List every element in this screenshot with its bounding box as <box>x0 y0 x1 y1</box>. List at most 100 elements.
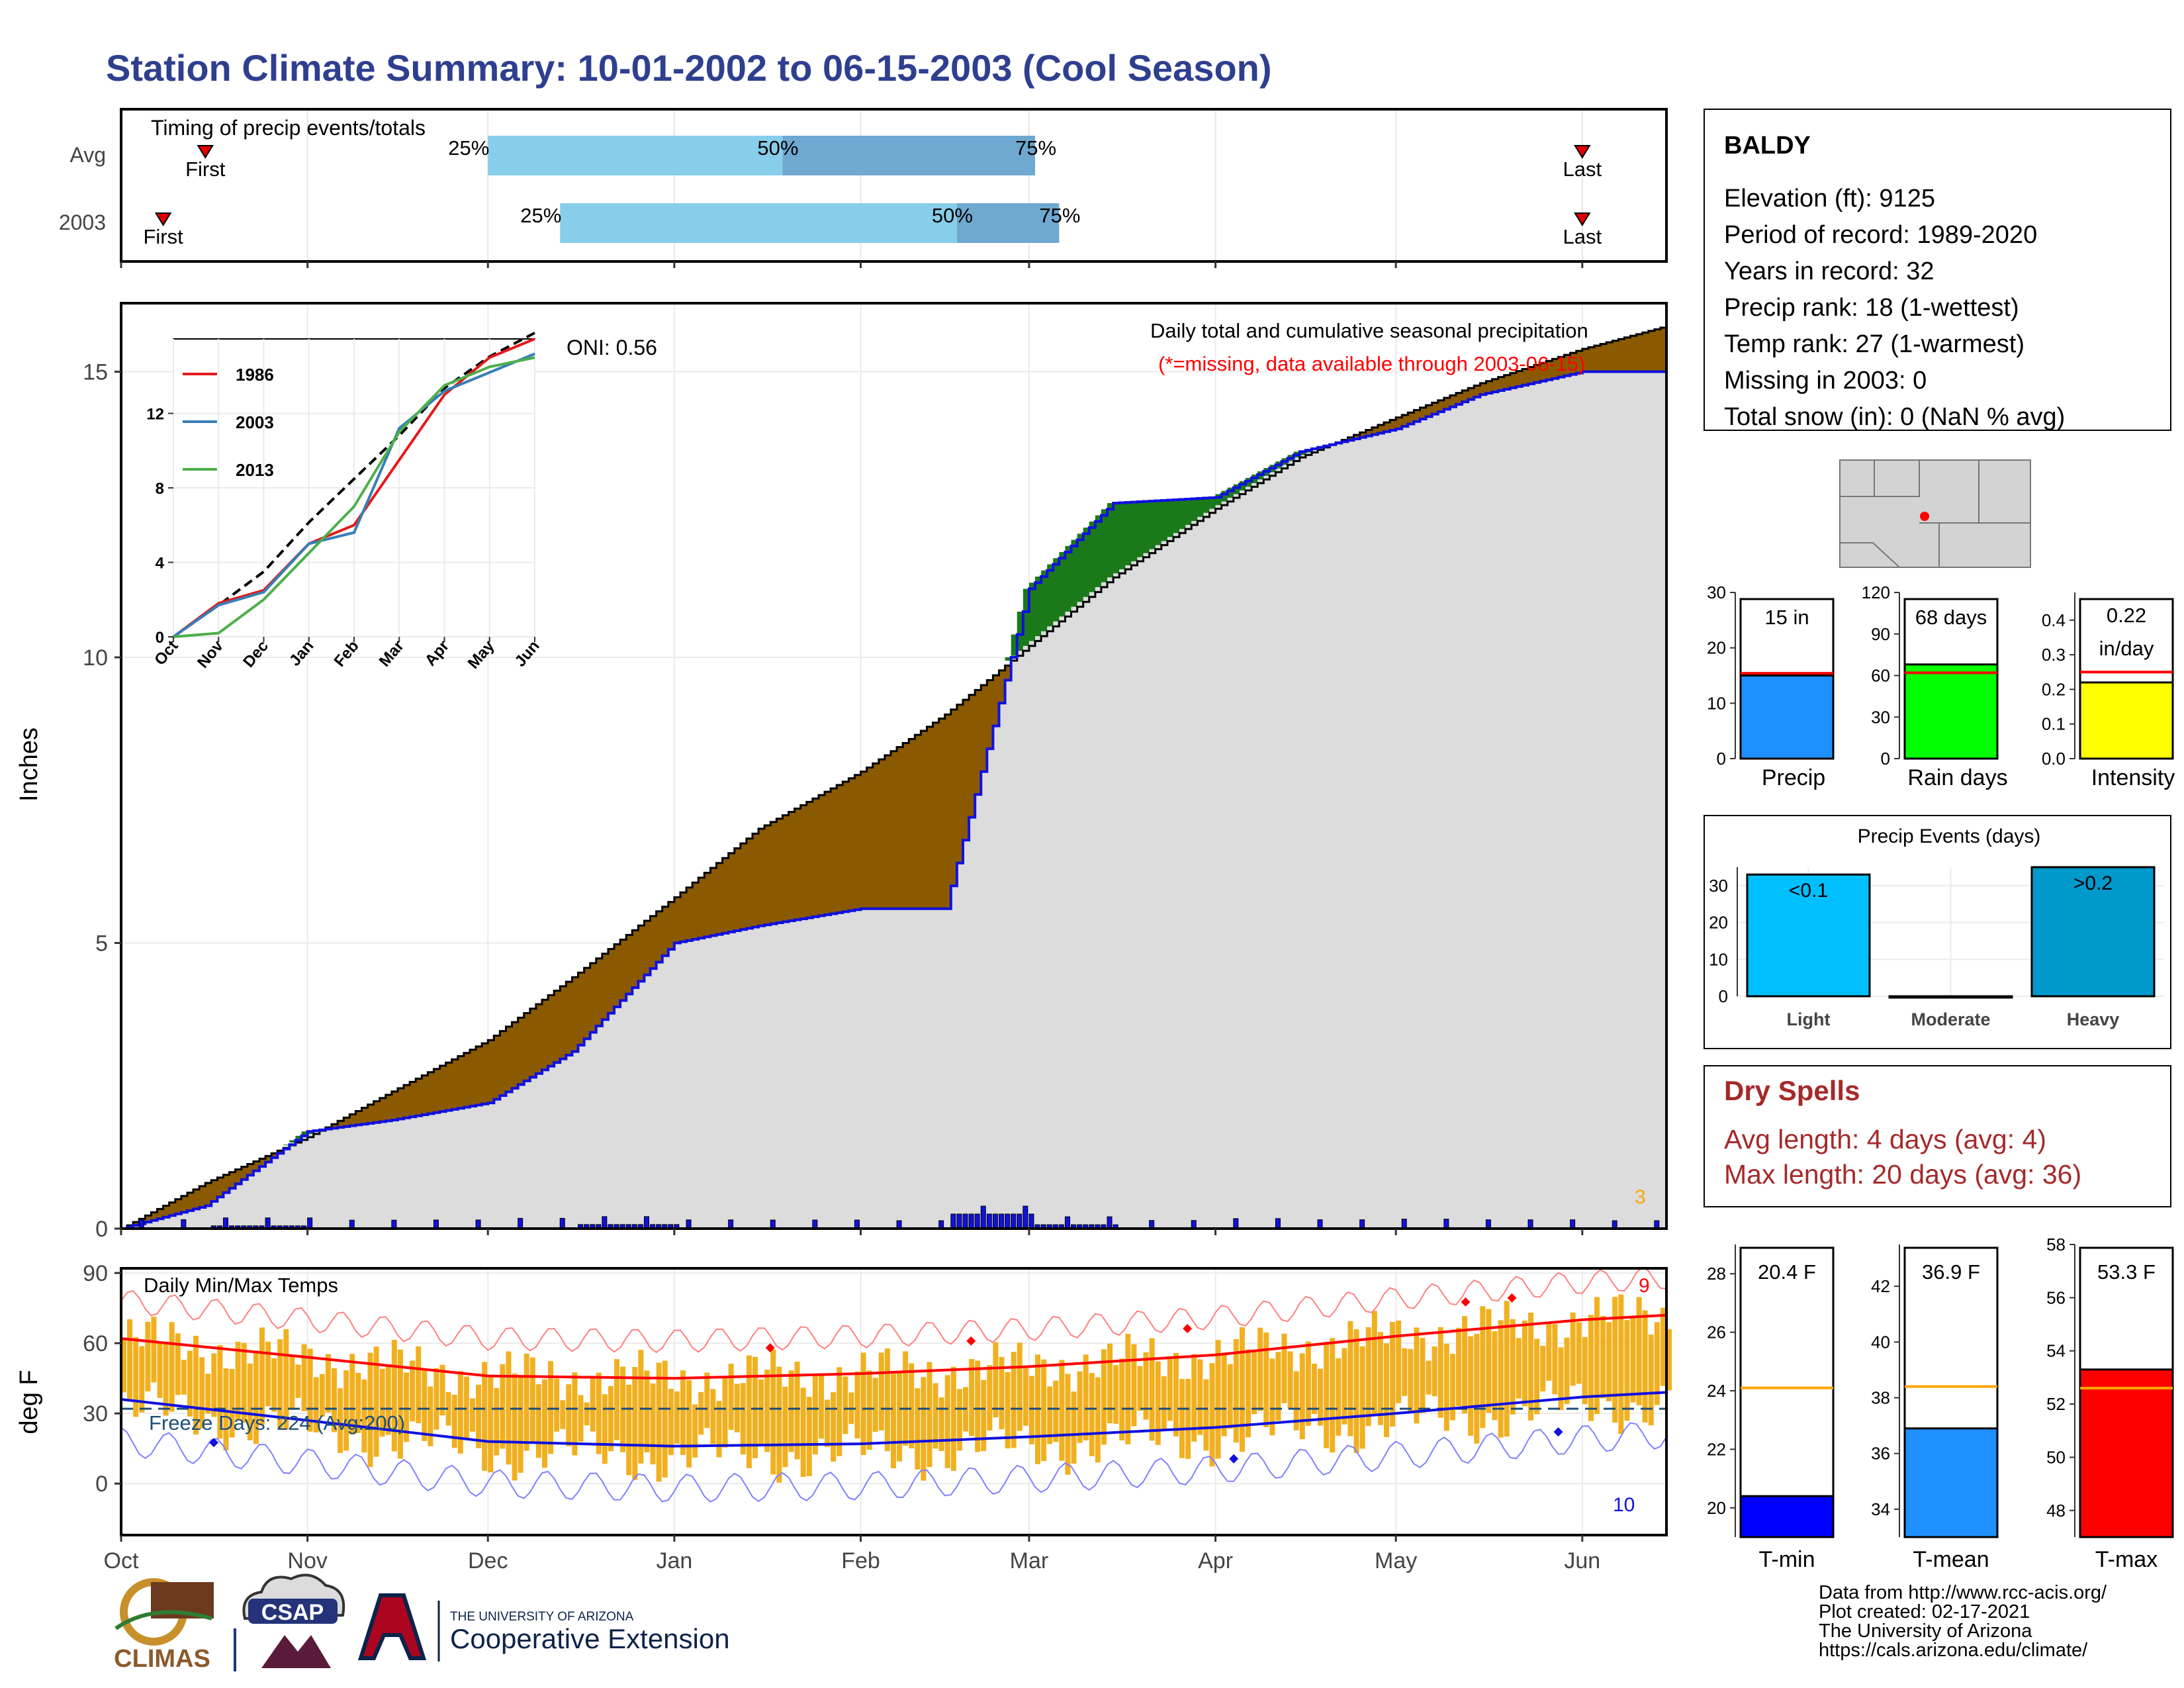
daily-temp-bar <box>1462 1316 1468 1414</box>
dry-spells-title: Dry Spells <box>1724 1075 1860 1106</box>
daily-temp-bar <box>1017 1342 1023 1431</box>
daily-temp-bar <box>1281 1333 1287 1403</box>
daily-temp-bar <box>355 1372 361 1433</box>
daily-temp-bar <box>151 1317 157 1383</box>
inset-ytick-1: 4 <box>156 555 165 573</box>
precip-ytick-3: 30 <box>1707 583 1726 602</box>
daily-temp-bar <box>1342 1348 1347 1425</box>
daily-temp-bar <box>1251 1352 1257 1415</box>
footer-credits: Data from http://www.rcc-acis.org/ Plot … <box>1819 1582 2107 1661</box>
daily-temp-bar <box>554 1378 560 1432</box>
daily-temp-bar <box>1540 1345 1546 1391</box>
temp-ytick-0: 0 <box>95 1472 108 1497</box>
daily-temp-bar <box>638 1350 644 1464</box>
daily-temp-bar <box>1624 1320 1630 1421</box>
intensity-bar <box>2079 681 2174 760</box>
daily-precip-bar <box>1401 1219 1407 1229</box>
daily-temp-bar <box>548 1361 554 1454</box>
daily-temp-bar <box>457 1371 463 1454</box>
xtick-1: Nov <box>287 1548 327 1573</box>
daily-temp-bar <box>241 1342 247 1423</box>
daily-temp-bar <box>1654 1322 1660 1405</box>
daily-temp-bar <box>770 1349 776 1475</box>
daily-temp-bar <box>1011 1352 1017 1448</box>
daily-temp-bar <box>469 1398 475 1432</box>
precip-ytick-3: 15 <box>83 360 108 385</box>
daily-temp-bar <box>1269 1358 1275 1436</box>
daily-temp-bar <box>1558 1347 1564 1411</box>
daily-precip-bar <box>1023 1205 1028 1229</box>
daily-temp-bar <box>831 1392 837 1462</box>
daily-temp-bar <box>451 1395 457 1448</box>
daily-temp-bar <box>704 1372 710 1429</box>
daily-temp-bar <box>1408 1348 1414 1411</box>
xtick-4: Feb <box>841 1548 880 1573</box>
daily-temp-bar <box>837 1367 842 1456</box>
precip-count: 3 <box>1635 1186 1646 1208</box>
temp-ytick-1: 30 <box>83 1401 108 1427</box>
daily-precip-bar <box>980 1205 986 1229</box>
daily-temp-bar <box>1648 1335 1654 1426</box>
intensity-ytick-0: 0.0 <box>2042 749 2066 769</box>
ua-logo: THE UNIVERSITY OF ARIZONA Cooperative Ex… <box>357 1593 730 1662</box>
daily-temp-bar <box>758 1379 764 1444</box>
daily-precip-bar <box>956 1213 962 1229</box>
daily-precip-bar <box>265 1217 271 1229</box>
precip-ytick-2: 10 <box>83 645 108 671</box>
inset-legend-2013: 2013 <box>236 460 274 480</box>
daily-temp-bar <box>385 1364 391 1435</box>
daily-temp-bar <box>1437 1327 1443 1418</box>
daily-temp-bar <box>1353 1329 1359 1454</box>
daily-temp-bar <box>1299 1353 1305 1440</box>
daily-temp-bar <box>818 1375 824 1439</box>
daily-temp-bar <box>1107 1343 1113 1424</box>
daily-temp-bar <box>1089 1373 1095 1456</box>
daily-temp-bar <box>938 1397 944 1452</box>
daily-temp-bar <box>650 1383 656 1465</box>
daily-temp-bar <box>1660 1307 1666 1386</box>
daily-temp-bar <box>866 1370 872 1450</box>
daily-temp-bar <box>806 1397 812 1477</box>
daily-temp-bar <box>1028 1376 1034 1444</box>
daily-temp-bar <box>1113 1365 1119 1424</box>
tmean-ytick-4: 42 <box>1871 1276 1890 1296</box>
daily-temp-bar <box>1443 1343 1449 1431</box>
daily-temp-bar <box>572 1372 578 1456</box>
daily-temp-bar <box>794 1362 800 1460</box>
cumulative-2003-line <box>121 370 1666 1230</box>
record-marker-hi <box>765 1343 775 1353</box>
daily-temp-bar <box>1179 1379 1185 1458</box>
daily-temp-bar <box>265 1341 271 1407</box>
record-min-envelope <box>120 1422 1667 1503</box>
daily-temp-bar <box>1666 1329 1672 1391</box>
tmax-bar <box>2079 1368 2174 1538</box>
raindays-bar <box>1903 663 1999 760</box>
temp-ytick-3: 90 <box>83 1261 108 1286</box>
mini-summary-charts: 0 10 20 30 Precip 15 in 0 30 60 90 120 Rain days 68 … <box>1707 583 2175 790</box>
daily-temp-bar <box>782 1386 788 1468</box>
daily-precip-bar <box>1028 1213 1034 1229</box>
daily-temp-bar <box>1414 1327 1420 1424</box>
daily-temp-bar <box>1173 1352 1179 1436</box>
daily-temp-bar <box>253 1350 259 1444</box>
daily-temp-bar <box>584 1402 590 1426</box>
tmean-value: 36.9 F <box>1922 1260 1980 1284</box>
daily-temp-bar <box>933 1383 938 1449</box>
daily-temp-bar <box>1390 1321 1396 1427</box>
events-bar-label-0: <0.1 <box>1789 880 1828 902</box>
daily-temp-bar <box>1324 1341 1330 1448</box>
daily-temp-bar <box>872 1378 878 1432</box>
daily-temp-bar <box>1125 1334 1131 1444</box>
station-location-marker <box>1920 512 1929 521</box>
daily-temp-bar <box>903 1351 909 1446</box>
daily-temp-bar <box>439 1364 445 1416</box>
daily-precip-bar <box>307 1217 313 1229</box>
daily-temp-bar <box>842 1376 848 1434</box>
events-bar-0 <box>1746 873 1871 998</box>
daily-temp-bar <box>488 1376 494 1473</box>
daily-temp-bar <box>752 1356 758 1458</box>
intensity-ytick-2: 0.2 <box>2042 679 2066 699</box>
daily-temp-bar <box>349 1354 355 1435</box>
daily-temp-bar <box>289 1354 295 1410</box>
daily-temp-bar <box>969 1359 975 1436</box>
